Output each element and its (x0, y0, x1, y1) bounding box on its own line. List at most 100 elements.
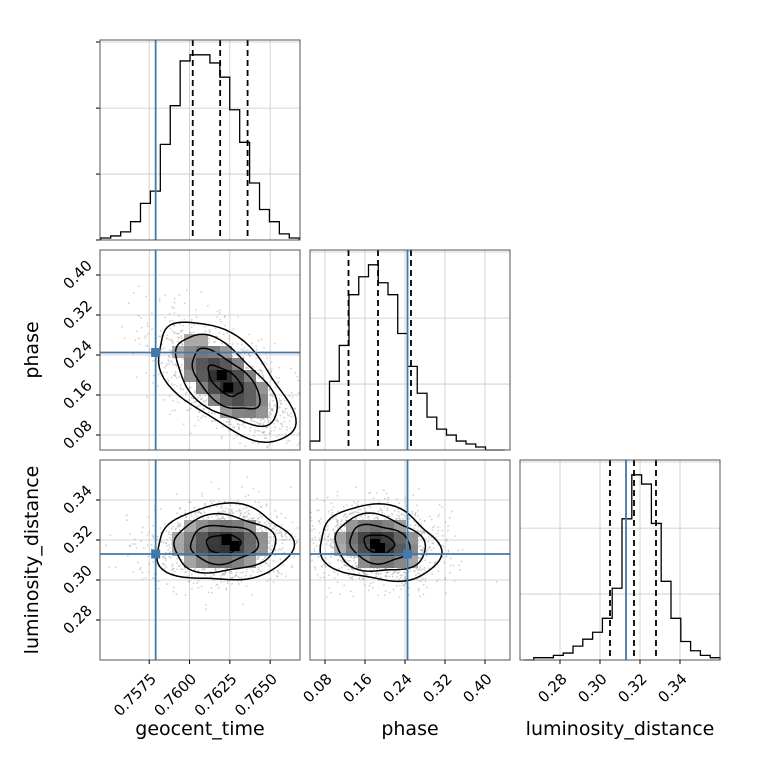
sample-point (419, 576, 422, 579)
sample-point (283, 451, 285, 453)
panel-hist-geocent_time-border (99, 39, 301, 241)
sample-point (238, 427, 240, 430)
sample-point (441, 555, 444, 558)
sample-point (174, 528, 177, 531)
sample-point (441, 529, 444, 532)
sample-point (177, 340, 180, 343)
sample-point (230, 423, 233, 426)
sample-point (348, 513, 351, 515)
sample-point (376, 492, 378, 494)
sample-point (449, 557, 452, 560)
sample-point (302, 447, 304, 449)
sample-point (203, 399, 205, 402)
sample-point (203, 325, 206, 328)
sample-point (422, 583, 425, 586)
sample-point (432, 542, 434, 544)
sample-point (421, 532, 423, 535)
sample-point (318, 520, 321, 523)
sample-point (158, 335, 160, 338)
sample-point (269, 578, 272, 580)
sample-point (270, 361, 273, 364)
sample-point (447, 550, 450, 553)
sample-point (225, 572, 227, 574)
sample-point (232, 437, 235, 440)
sample-point (208, 331, 211, 334)
sample-point (240, 580, 243, 583)
sample-point (284, 399, 286, 402)
density-cell (232, 394, 244, 406)
sample-point (453, 580, 456, 582)
sample-point (137, 561, 139, 564)
sample-point (180, 330, 183, 333)
sample-point (303, 531, 305, 533)
sample-point (263, 430, 266, 433)
sample-point (364, 510, 367, 513)
sample-point (351, 577, 354, 580)
sample-point (136, 376, 138, 378)
sample-point (330, 551, 333, 553)
sample-point (152, 359, 154, 362)
sample-point (210, 587, 213, 589)
density-cell (208, 358, 220, 370)
sample-point (221, 425, 224, 428)
sample-point (179, 330, 182, 333)
sample-point (344, 525, 346, 528)
sample-point (408, 517, 411, 520)
sample-point (163, 398, 166, 401)
sample-point (173, 312, 175, 315)
sample-point (125, 514, 128, 517)
sample-point (422, 531, 425, 534)
sample-point (175, 377, 178, 380)
sample-point (266, 445, 269, 448)
sample-point (260, 369, 263, 372)
sample-point (385, 571, 388, 574)
sample-point (271, 409, 274, 412)
sample-point (336, 558, 339, 561)
sample-point (172, 525, 175, 528)
sample-point (430, 518, 433, 521)
sample-point (199, 395, 201, 398)
sample-point (276, 420, 279, 422)
density-cell (256, 544, 268, 556)
sample-point (238, 424, 241, 426)
sample-point (207, 341, 210, 344)
sample-point (245, 506, 248, 509)
sample-point (434, 560, 437, 563)
sample-point (230, 570, 232, 573)
sample-point (404, 501, 406, 503)
sample-point (291, 521, 294, 524)
sample-point (201, 492, 204, 495)
panel-2d-geocent_time-vs-luminosity_distance-content (104, 476, 300, 610)
sample-point (262, 431, 265, 434)
sample-point (208, 329, 211, 331)
sample-point (181, 558, 184, 561)
sample-point (171, 306, 174, 309)
density-cell (184, 334, 196, 346)
sample-point (315, 545, 318, 548)
sample-point (166, 363, 169, 366)
sample-point (258, 372, 261, 375)
sample-point (176, 332, 179, 335)
sample-point (280, 532, 283, 535)
y-tick-label-phase-2: 0.24 (59, 336, 95, 372)
sample-point (201, 569, 203, 572)
sample-point (277, 380, 280, 383)
sample-point (447, 525, 450, 528)
sample-point (261, 372, 264, 375)
sample-point (173, 363, 175, 366)
density-cell (196, 370, 208, 382)
sample-point (222, 573, 225, 576)
sample-point (255, 344, 258, 347)
sample-point (199, 393, 202, 396)
sample-point (214, 341, 216, 343)
sample-point (260, 505, 263, 508)
sample-point (268, 416, 271, 419)
sample-point (332, 538, 334, 541)
sample-point (212, 579, 215, 581)
sample-point (413, 527, 416, 529)
sample-point (239, 571, 242, 574)
sample-point (152, 374, 155, 377)
sample-point (190, 407, 192, 410)
sample-point (245, 349, 248, 352)
sample-point (360, 515, 363, 518)
